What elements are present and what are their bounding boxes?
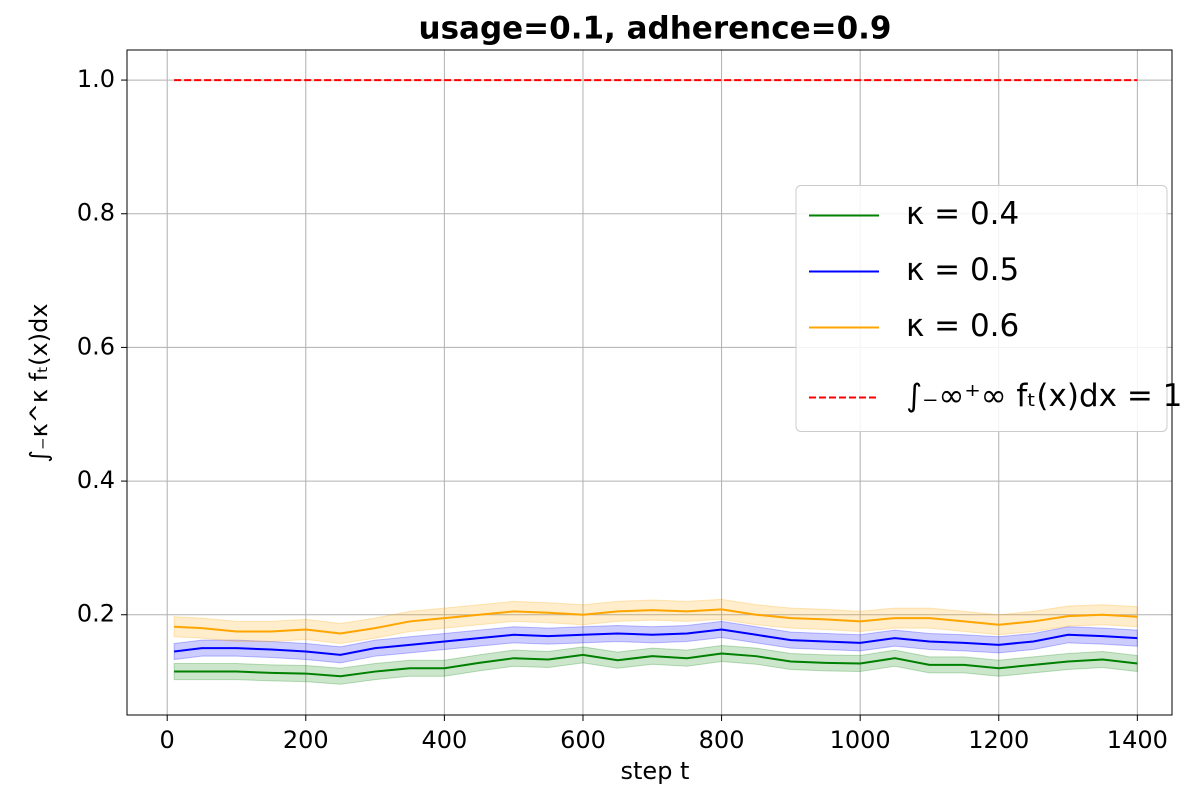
x-tick-label: 800	[699, 726, 745, 754]
line	[174, 628, 1138, 656]
x-tick-label: 0	[160, 726, 175, 754]
x-tick-label: 200	[283, 726, 329, 754]
legend-label: κ = 0.6	[906, 308, 1019, 344]
band	[173, 644, 1138, 685]
x-tick-label: 1400	[1107, 726, 1168, 754]
band	[173, 598, 1138, 644]
legend-box	[795, 185, 1168, 432]
x-tick-label: 1200	[968, 726, 1029, 754]
chart-title: usage=0.1, adherence=0.9	[419, 11, 892, 47]
legend-label: κ = 0.4	[906, 196, 1019, 232]
y-tick-label: 1.0	[77, 65, 115, 93]
y-tick-label: 0.6	[77, 332, 115, 360]
line	[174, 652, 1138, 678]
legend-label: κ = 0.5	[906, 252, 1019, 288]
x-tick-label: 600	[560, 726, 606, 754]
legend-label: ∫₋∞⁺∞ fₜ(x)dx = 1	[906, 378, 1182, 414]
x-tick-label: 400	[421, 726, 467, 754]
x-axis-label: step t	[621, 757, 690, 785]
y-tick-label: 0.4	[77, 466, 115, 494]
plot-frame	[126, 49, 1173, 716]
y-tick-label: 0.8	[77, 199, 115, 227]
line	[174, 608, 1138, 635]
x-tick-label: 1000	[830, 726, 891, 754]
band	[173, 620, 1138, 664]
y-tick-label: 0.2	[77, 600, 115, 628]
y-axis-label: ∫₋κ^κ fₜ(x)dx	[25, 303, 53, 462]
